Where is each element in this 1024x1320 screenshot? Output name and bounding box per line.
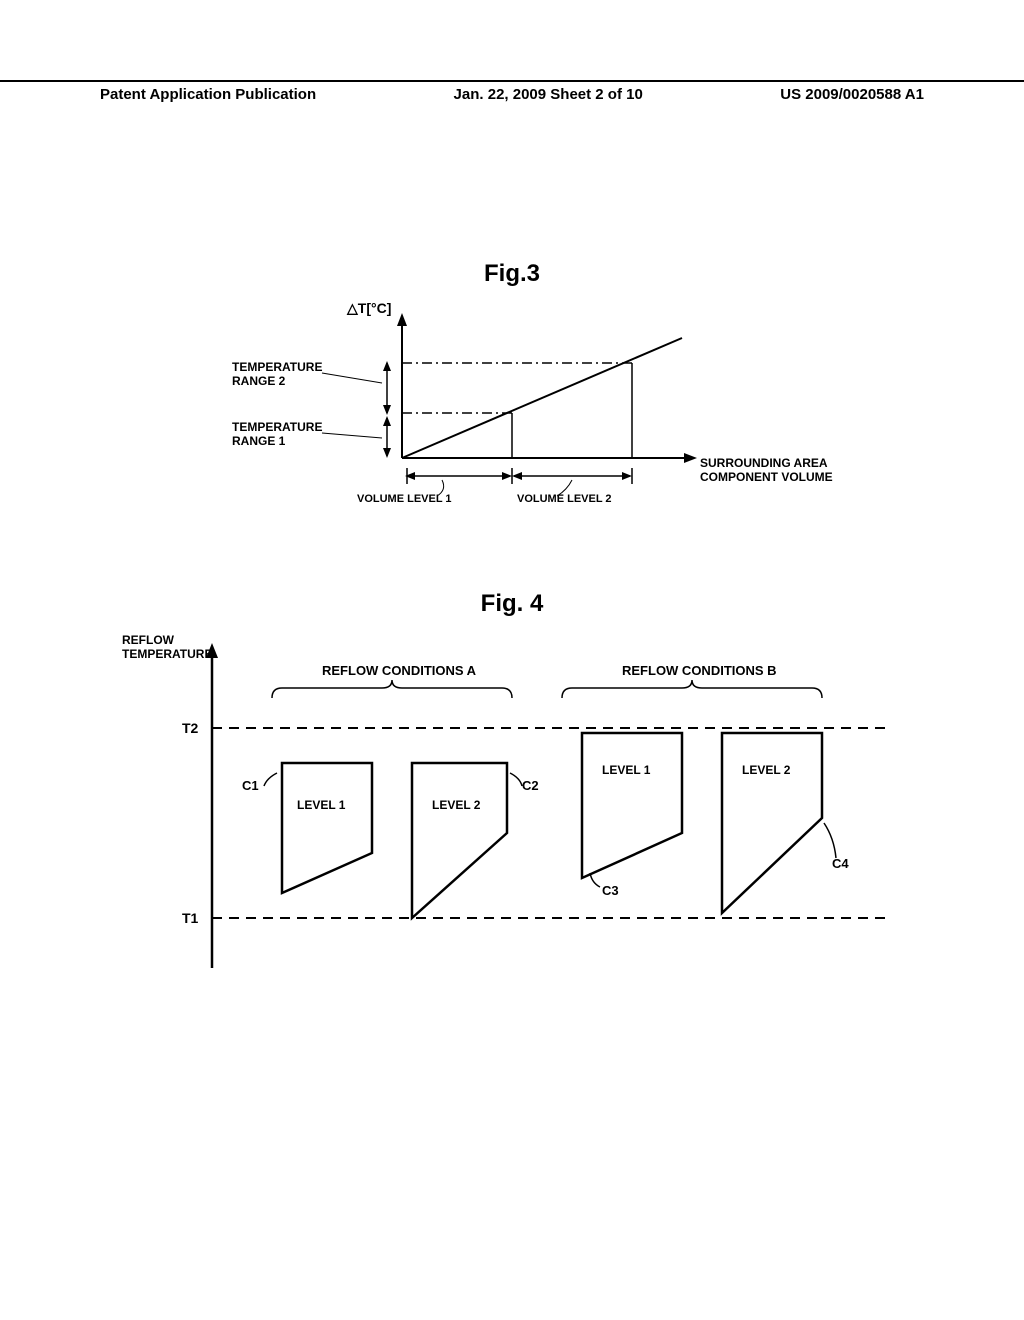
fig3-temp-range-1: TEMPERATURE RANGE 1 xyxy=(232,420,322,449)
fig4-c4-level: LEVEL 2 xyxy=(742,763,790,777)
fig3-title: Fig.3 xyxy=(0,260,1024,288)
figure-4: Fig. 4 REFL xyxy=(0,590,1024,998)
fig4-c1: C1 xyxy=(242,778,259,793)
fig4-c3: C3 xyxy=(602,883,619,898)
fig3-temp-range-2: TEMPERATURE RANGE 2 xyxy=(232,360,322,389)
fig4-c4: C4 xyxy=(832,856,849,871)
fig4-c2-level: LEVEL 2 xyxy=(432,798,480,812)
fig4-t1: T1 xyxy=(182,910,198,926)
figure-3: Fig.3 xyxy=(0,260,1024,528)
header-center: Jan. 22, 2009 Sheet 2 of 10 xyxy=(454,86,643,103)
fig3-vol-2: VOLUME LEVEL 2 xyxy=(517,493,612,505)
page-header: Patent Application Publication Jan. 22, … xyxy=(0,80,1024,103)
header-left: Patent Application Publication xyxy=(100,86,316,103)
fig4-title: Fig. 4 xyxy=(0,590,1024,618)
fig3-chart xyxy=(212,308,812,528)
fig3-x-label: SURROUNDING AREA COMPONENT VOLUME xyxy=(700,456,833,485)
fig4-chart xyxy=(122,638,902,998)
fig4-cond-a: REFLOW CONDITIONS A xyxy=(322,663,476,678)
fig4-c2: C2 xyxy=(522,778,539,793)
header-right: US 2009/0020588 A1 xyxy=(780,86,924,103)
fig3-y-label: △T[°C] xyxy=(347,300,391,317)
fig4-t2: T2 xyxy=(182,720,198,736)
fig4-c3-level: LEVEL 1 xyxy=(602,763,650,777)
fig4-cond-b: REFLOW CONDITIONS B xyxy=(622,663,777,678)
fig4-y-label: REFLOW TEMPERATURE xyxy=(122,633,212,662)
fig4-c1-level: LEVEL 1 xyxy=(297,798,345,812)
fig3-vol-1: VOLUME LEVEL 1 xyxy=(357,493,452,505)
